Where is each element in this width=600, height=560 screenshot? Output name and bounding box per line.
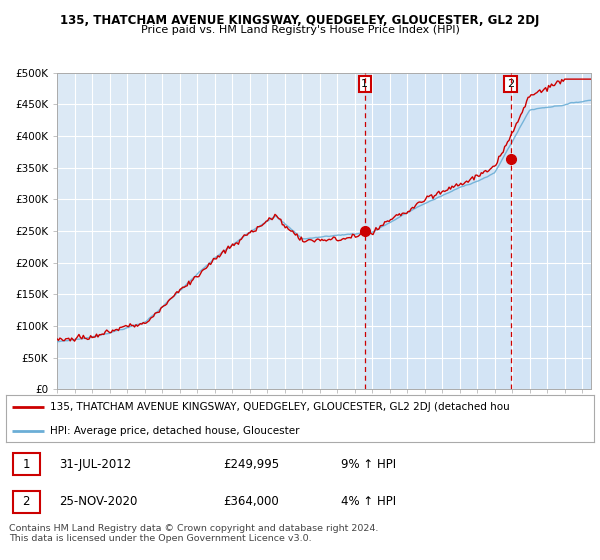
Bar	[13, 452, 40, 475]
Text: Price paid vs. HM Land Registry's House Price Index (HPI): Price paid vs. HM Land Registry's House …	[140, 25, 460, 35]
Text: 135, THATCHAM AVENUE KINGSWAY, QUEDGELEY, GLOUCESTER, GL2 2DJ (detached hou: 135, THATCHAM AVENUE KINGSWAY, QUEDGELEY…	[50, 402, 510, 412]
Text: 1: 1	[361, 79, 368, 89]
Text: HPI: Average price, detached house, Gloucester: HPI: Average price, detached house, Glou…	[50, 426, 299, 436]
Bar	[365, 73, 591, 389]
Text: £364,000: £364,000	[224, 496, 280, 508]
Text: 31-JUL-2012: 31-JUL-2012	[59, 458, 131, 470]
Text: 2: 2	[23, 496, 30, 508]
Bar	[13, 491, 40, 513]
Text: 1: 1	[23, 458, 30, 470]
Text: 9% ↑ HPI: 9% ↑ HPI	[341, 458, 396, 470]
Text: 25-NOV-2020: 25-NOV-2020	[59, 496, 137, 508]
Text: 135, THATCHAM AVENUE KINGSWAY, QUEDGELEY, GLOUCESTER, GL2 2DJ: 135, THATCHAM AVENUE KINGSWAY, QUEDGELEY…	[61, 14, 539, 27]
Text: £249,995: £249,995	[224, 458, 280, 470]
Text: Contains HM Land Registry data © Crown copyright and database right 2024.
This d: Contains HM Land Registry data © Crown c…	[9, 524, 379, 543]
Text: 4% ↑ HPI: 4% ↑ HPI	[341, 496, 396, 508]
Text: 2: 2	[507, 79, 514, 89]
